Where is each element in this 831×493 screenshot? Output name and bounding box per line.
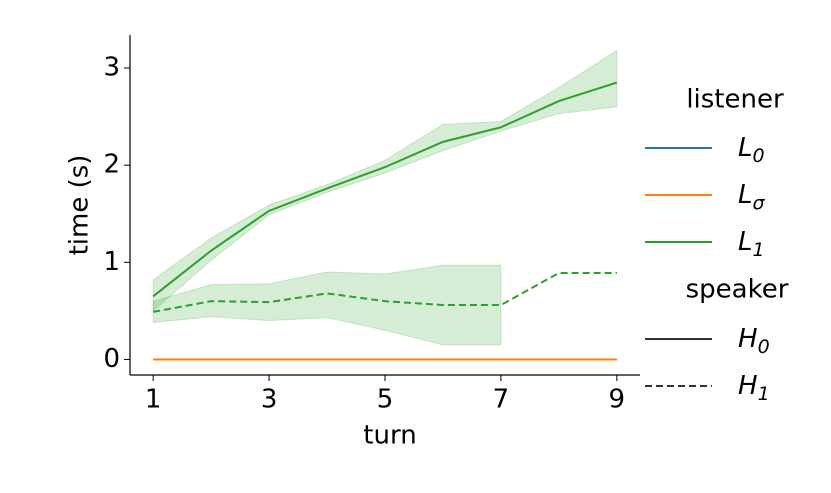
line: [153, 272, 617, 313]
y-tick-label: 2: [103, 150, 120, 180]
y-tick-label: 3: [103, 53, 120, 83]
y-tick-label: 1: [103, 247, 120, 277]
y-tick-label: 0: [103, 344, 120, 374]
legend-label: L: [738, 133, 753, 163]
legend-label-sub: 1: [758, 383, 770, 405]
legend-label-sub: 0: [753, 145, 765, 167]
legend-label: H: [738, 371, 758, 401]
legend-label-sub: 0: [758, 336, 770, 358]
legend-label: L: [738, 180, 753, 210]
x-tick-label: 3: [261, 385, 278, 415]
legend-label: L: [738, 227, 753, 257]
x-tick-label: 9: [609, 385, 626, 415]
legend-label: L0: [738, 133, 765, 167]
legend-label: H0: [738, 324, 770, 358]
x-tick-label: 7: [493, 385, 510, 415]
x-tick-label: 5: [377, 385, 394, 415]
x-axis-label: turn: [363, 421, 416, 451]
legend-label-sub: σ: [753, 192, 766, 214]
legend-label: L1: [738, 227, 765, 261]
confidence-band: [152, 264, 502, 346]
legend-title: speaker: [686, 275, 789, 305]
legend-label-sub: 1: [753, 239, 765, 261]
confidence-band: [152, 49, 618, 312]
legend-label: H1: [738, 371, 770, 405]
y-axis-label: time (s): [65, 155, 95, 256]
x-tick-label: 1: [145, 385, 162, 415]
legend-title: listener: [686, 85, 784, 115]
legend-label: Lσ: [738, 180, 766, 214]
legend-label: H: [738, 324, 758, 354]
line: [152, 81, 618, 298]
